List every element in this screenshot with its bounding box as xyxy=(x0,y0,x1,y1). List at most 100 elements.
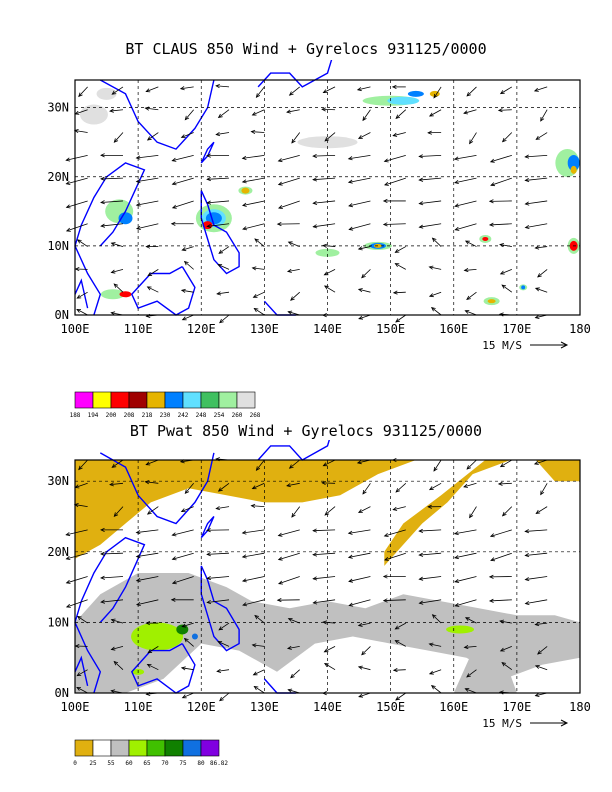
wind-vector xyxy=(242,154,265,159)
wind-arrowhead xyxy=(255,93,261,98)
latitude-label: 30N xyxy=(47,474,69,488)
wind-arrowhead xyxy=(286,645,292,650)
wind-arrowhead xyxy=(217,641,223,645)
wind-vector xyxy=(313,177,336,181)
wind-arrowhead xyxy=(384,181,389,186)
wind-arrowhead xyxy=(395,696,400,701)
wind-vector xyxy=(291,132,301,144)
wind-vector xyxy=(110,109,124,112)
wind-vector xyxy=(242,223,265,230)
wind-arrowhead xyxy=(463,645,469,650)
wind-vector xyxy=(145,107,159,111)
wind-arrowhead xyxy=(453,531,459,536)
wind-vector xyxy=(348,177,371,183)
wind-vector xyxy=(393,506,406,511)
wind-arrowhead xyxy=(534,245,540,250)
wind-arrowhead xyxy=(206,528,211,533)
colorbar-swatch xyxy=(74,739,94,757)
wind-arrowhead xyxy=(533,461,539,465)
wind-arrowhead xyxy=(180,288,186,293)
wind-vector xyxy=(286,109,300,113)
wind-vector xyxy=(136,576,159,582)
wind-vector xyxy=(313,154,336,157)
wind-vector xyxy=(455,599,477,607)
wind-vector xyxy=(498,482,512,485)
colorbar-swatch xyxy=(128,391,148,409)
wind-vector xyxy=(313,576,336,580)
wind-vector xyxy=(469,506,477,518)
colorbar-label: 230 xyxy=(160,412,171,419)
wind-vector xyxy=(455,576,477,583)
wind-arrowhead xyxy=(254,614,259,620)
wind-vector xyxy=(217,669,230,672)
colorbar-swatch xyxy=(236,391,256,409)
wind-vector xyxy=(454,154,477,160)
wind-arrowhead xyxy=(394,640,400,645)
coastline xyxy=(257,60,333,88)
longitude-label: 120E xyxy=(187,700,216,714)
wind-arrowhead xyxy=(418,154,424,159)
wind-arrowhead xyxy=(469,513,474,519)
wind-arrowhead xyxy=(287,688,293,693)
wind-vector xyxy=(218,109,230,118)
wind-arrowhead xyxy=(383,533,389,537)
wind-vector xyxy=(66,599,88,608)
wind-arrowhead xyxy=(65,532,71,537)
latitude-label: 10N xyxy=(47,239,69,253)
wind-vector xyxy=(313,200,336,204)
wind-arrowhead xyxy=(109,108,114,113)
wind-vector xyxy=(242,529,265,534)
wind-vector xyxy=(535,246,548,249)
wind-vector xyxy=(395,483,407,493)
wind-vector xyxy=(431,685,442,694)
wind-arrowhead xyxy=(100,200,105,205)
wind-vector xyxy=(535,132,548,140)
wind-arrowhead xyxy=(100,599,106,604)
wind-arrowhead xyxy=(430,685,436,690)
wind-vector xyxy=(323,459,336,467)
wind-vector xyxy=(101,599,124,603)
wind-vector xyxy=(113,283,124,293)
wind-vector xyxy=(361,269,371,279)
shaded-field xyxy=(453,650,517,693)
wind-arrowhead xyxy=(78,465,83,471)
wind-vector xyxy=(181,289,194,293)
coastline xyxy=(99,79,215,150)
wind-arrowhead xyxy=(357,509,363,513)
wind-vector xyxy=(525,529,548,532)
wind-vector xyxy=(464,268,477,271)
wind-arrowhead xyxy=(356,87,362,92)
wind-vector xyxy=(464,646,477,648)
wind-arrowhead xyxy=(183,260,189,266)
wind-vector xyxy=(429,266,442,270)
wind-vector xyxy=(525,599,548,605)
wind-vector xyxy=(218,622,230,631)
wind-vector xyxy=(395,640,406,647)
wind-arrowhead xyxy=(113,512,119,518)
wind-vector xyxy=(207,552,230,555)
wind-vector xyxy=(66,529,88,536)
wind-vector xyxy=(324,663,336,671)
wind-arrowhead xyxy=(110,689,116,694)
latitude-label: 20N xyxy=(47,170,69,184)
wind-arrowhead xyxy=(394,263,400,268)
wind-arrowhead xyxy=(170,597,176,602)
wind-arrowhead xyxy=(286,109,291,114)
wind-vector xyxy=(393,669,406,671)
wind-arrowhead xyxy=(171,157,177,162)
wind-arrowhead xyxy=(181,623,187,628)
wind-arrowhead xyxy=(395,114,401,120)
wind-arrowhead xyxy=(323,663,329,668)
wind-arrowhead xyxy=(431,237,437,243)
wind-vector xyxy=(185,483,194,494)
wind-vector xyxy=(252,109,265,116)
wind-vector xyxy=(433,86,442,99)
wind-vector xyxy=(395,314,407,323)
wind-vector xyxy=(395,692,407,701)
wind-arrowhead xyxy=(488,598,494,603)
wind-vector xyxy=(313,552,336,556)
wind-arrowhead xyxy=(534,314,540,319)
wind-arrowhead xyxy=(312,552,318,557)
wind-vector xyxy=(66,177,88,185)
wind-vector xyxy=(181,506,194,512)
